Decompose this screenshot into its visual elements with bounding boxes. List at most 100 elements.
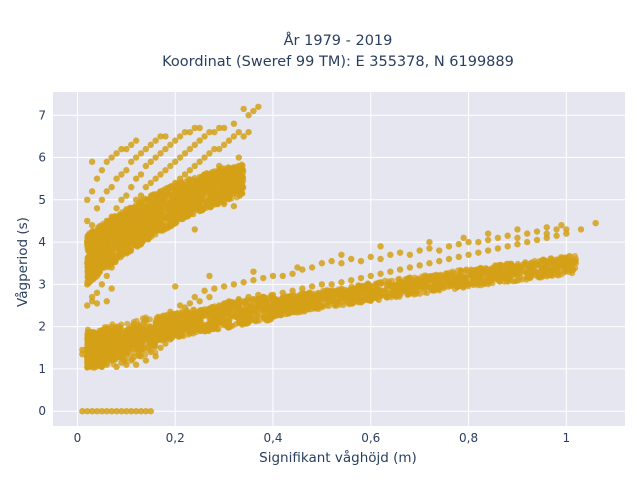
- data-point: [230, 172, 237, 179]
- data-point: [154, 217, 161, 224]
- data-point: [465, 238, 472, 246]
- data-point: [592, 219, 599, 227]
- data-point: [484, 236, 492, 244]
- data-point: [88, 188, 96, 195]
- data-point: [287, 310, 294, 317]
- data-point: [455, 241, 462, 248]
- data-point: [147, 348, 154, 356]
- data-point: [279, 272, 286, 280]
- data-point: [362, 287, 369, 294]
- data-point: [84, 260, 91, 267]
- data-point: [176, 133, 184, 140]
- data-point: [201, 154, 208, 161]
- data-point: [108, 264, 115, 271]
- data-point: [191, 141, 198, 149]
- data-point: [377, 255, 384, 263]
- data-point: [211, 198, 218, 205]
- data-point: [299, 285, 306, 292]
- data-point: [88, 247, 96, 254]
- data-point: [84, 344, 91, 351]
- data-point: [563, 226, 570, 233]
- data-point: [113, 238, 120, 246]
- data-point: [371, 287, 378, 294]
- data-point: [406, 264, 414, 271]
- data-point: [308, 264, 316, 271]
- data-point: [421, 289, 428, 296]
- data-point: [107, 331, 114, 338]
- data-point: [326, 296, 333, 303]
- data-point: [134, 322, 141, 329]
- data-point: [123, 217, 130, 225]
- data-point: [93, 408, 101, 415]
- data-point: [108, 323, 115, 330]
- data-point: [409, 277, 416, 284]
- data-point: [180, 193, 187, 200]
- data-point: [328, 257, 335, 265]
- data-point: [88, 408, 96, 415]
- data-point: [348, 276, 355, 284]
- data-point: [162, 167, 169, 174]
- data-point: [162, 145, 169, 153]
- data-point: [367, 290, 374, 297]
- data-point: [103, 298, 110, 305]
- data-point: [128, 158, 135, 165]
- data-point: [216, 145, 223, 153]
- data-point: [172, 137, 179, 144]
- data-point: [220, 200, 228, 208]
- data-point: [157, 192, 164, 199]
- data-point: [206, 306, 213, 313]
- data-point: [191, 196, 198, 204]
- data-point: [558, 221, 565, 229]
- data-point: [128, 230, 135, 237]
- data-point: [367, 272, 374, 280]
- data-point: [475, 275, 482, 282]
- data-point: [230, 281, 238, 288]
- data-point: [191, 162, 198, 170]
- data-point: [436, 273, 443, 280]
- data-point: [328, 281, 335, 288]
- data-point: [525, 273, 532, 280]
- data-point: [128, 357, 135, 364]
- data-point: [84, 302, 91, 309]
- data-point: [211, 128, 218, 136]
- x-tick-label: 1: [563, 431, 571, 445]
- data-point: [96, 332, 103, 339]
- data-point: [143, 234, 150, 241]
- data-point: [196, 188, 203, 195]
- data-point: [371, 294, 378, 301]
- data-point: [381, 288, 388, 295]
- data-point: [220, 124, 228, 132]
- data-point: [152, 137, 159, 144]
- data-point: [186, 167, 194, 174]
- data-point: [79, 408, 86, 415]
- data-point: [529, 261, 536, 268]
- data-point: [197, 182, 204, 189]
- data-point: [93, 264, 101, 271]
- data-point: [538, 263, 545, 270]
- data-point: [206, 150, 213, 157]
- data-point: [344, 288, 351, 295]
- data-point: [103, 247, 110, 254]
- data-point: [288, 305, 295, 312]
- data-point: [113, 255, 120, 263]
- data-point: [88, 293, 96, 301]
- data-point: [572, 260, 579, 267]
- data-point: [167, 183, 174, 191]
- data-point: [128, 205, 135, 212]
- data-point: [507, 260, 514, 267]
- data-point: [108, 408, 115, 415]
- data-point: [250, 276, 257, 284]
- data-point: [387, 251, 394, 258]
- y-axis-title: Vågperiod (s): [14, 217, 31, 307]
- data-point: [226, 316, 233, 323]
- data-point: [348, 255, 355, 263]
- data-point: [250, 107, 257, 115]
- y-tick-label: 5: [38, 193, 46, 207]
- data-points: [79, 103, 599, 415]
- data-point: [152, 353, 159, 360]
- data-point: [227, 322, 234, 329]
- data-point: [355, 299, 362, 306]
- data-point: [247, 308, 254, 315]
- data-point: [230, 120, 238, 127]
- data-point: [147, 179, 154, 187]
